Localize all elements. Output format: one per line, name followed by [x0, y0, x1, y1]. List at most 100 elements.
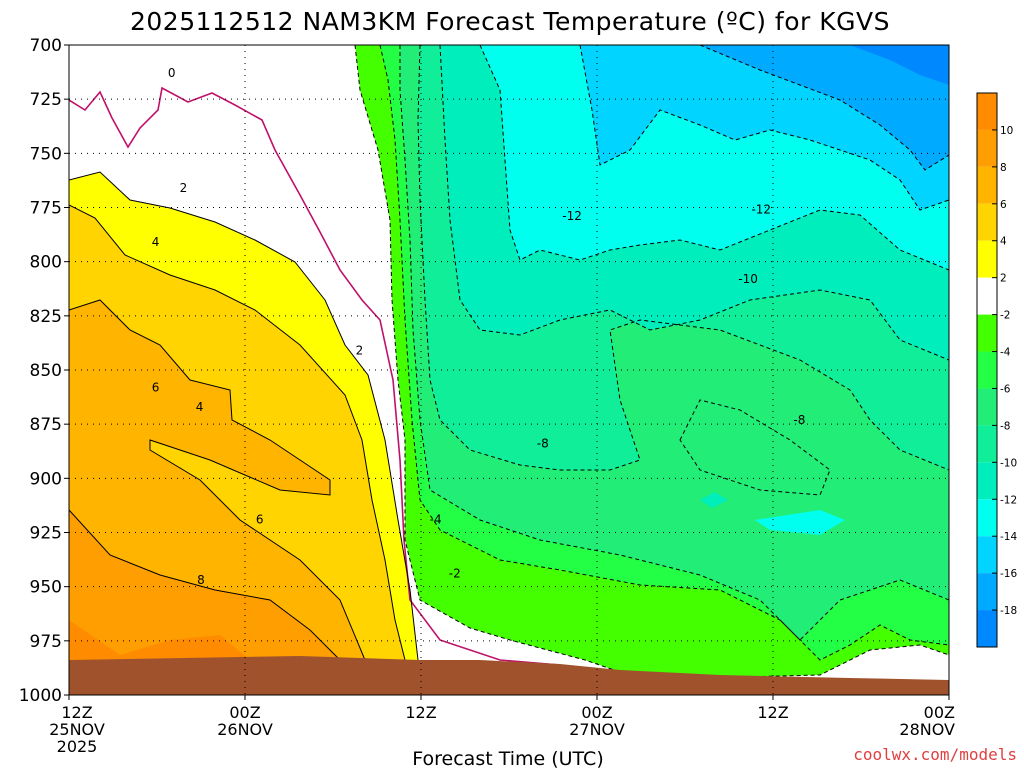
- contour-label: 6: [152, 380, 160, 394]
- contour-label: -4: [430, 513, 442, 527]
- colorbar-swatch: [977, 388, 997, 426]
- contour-label: 4: [152, 235, 160, 249]
- contour-minus12c: [479, 45, 949, 271]
- contour-label: -12: [562, 209, 582, 223]
- colorbar-label: 6: [1000, 199, 1007, 211]
- contour-label: -12: [751, 203, 771, 217]
- contour-label: 0: [168, 66, 176, 80]
- y-tick-label: 900: [30, 469, 62, 489]
- x-tick-label: 00Z: [229, 703, 260, 722]
- contour-6c: [69, 299, 366, 661]
- contour-minus8c: [417, 45, 949, 471]
- band-cold-m16-m18: [700, 45, 949, 170]
- cold-pocket-small: [700, 492, 728, 508]
- x-tick-label: 00Z: [581, 703, 612, 722]
- x-tick-label: 27NOV: [569, 720, 625, 739]
- contour-minus6c: [399, 45, 949, 641]
- grid: [69, 45, 949, 695]
- x-tick-label: 00Z: [924, 703, 955, 722]
- colorbar-swatch: [977, 573, 997, 611]
- colorbar-frame: [976, 92, 998, 648]
- colorbar-label: -18: [1000, 605, 1017, 617]
- credit-text: coolwx.com/models: [853, 745, 1017, 764]
- colorbar-swatch: [977, 277, 997, 315]
- x-axis-label: Forecast Time (UTC): [412, 748, 603, 768]
- band-warm-6-8: [69, 510, 340, 660]
- colorbar-swatch: [977, 425, 997, 463]
- contour-8c: [69, 509, 341, 661]
- colorbar-label: -10: [1000, 457, 1017, 469]
- y-tick-label: 975: [30, 632, 62, 652]
- y-tick-label: 925: [30, 524, 62, 544]
- colorbar-swatch: [977, 610, 997, 647]
- contour-4c: [69, 204, 406, 661]
- y-tick-label: 700: [30, 36, 62, 56]
- y-axis: 700 725 750 775 800 825 850 875 900 925 950 975 1000: [19, 36, 69, 706]
- y-tick-label: 725: [30, 90, 62, 110]
- y-tick-label: 950: [30, 578, 62, 598]
- contour-minus2c: [354, 45, 949, 679]
- colorbar-swatch: [977, 499, 997, 537]
- contour-minus14c: [579, 45, 949, 211]
- x-tick-label: 2025: [57, 737, 98, 756]
- contour-label: -10: [738, 272, 758, 286]
- colorbar-swatch: [977, 129, 997, 167]
- contour-minus8c-island: [679, 399, 831, 496]
- contour-0c: [69, 86, 561, 666]
- colorbar-swatch: [977, 314, 997, 352]
- colorbar-label: 2: [1000, 273, 1007, 285]
- colorbar-label: -6: [1000, 383, 1011, 395]
- plot-area: [69, 45, 949, 695]
- band-warm-8-10: [69, 620, 250, 660]
- chart-title: 2025112512 NAM3KM Forecast Temperature (…: [130, 7, 890, 36]
- ground-fill: [69, 656, 949, 695]
- contour-label: 2: [356, 344, 364, 358]
- contour-label: 4: [196, 400, 204, 414]
- contour-label: 8: [197, 573, 205, 587]
- colorbar-swatch: [977, 203, 997, 241]
- colorbar-swatch: [977, 166, 997, 204]
- band-cold-m18: [850, 45, 949, 85]
- x-tick-label: 12Z: [61, 703, 92, 722]
- colorbar-label: 4: [1000, 236, 1007, 248]
- y-tick-label: 825: [30, 307, 62, 327]
- colorbar-label: -4: [1000, 347, 1011, 359]
- contour-minus10c: [439, 45, 949, 361]
- x-tick-label: 25NOV: [49, 720, 105, 739]
- colorbar-swatch: [977, 462, 997, 500]
- x-tick-label: 28NOV: [899, 720, 955, 739]
- y-tick-label: 875: [30, 415, 62, 435]
- cold-pocket: [755, 510, 845, 535]
- colorbar-label: -16: [1000, 568, 1017, 580]
- colorbar-label: 8: [1000, 162, 1007, 174]
- contour-labels: 0 2 4 6 4 2 6 8 -4 -2 -8 -12 -12 -10 -8: [152, 66, 806, 587]
- contour-label: 2: [180, 181, 188, 195]
- colorbar-label: -2: [1000, 310, 1010, 322]
- colorbar-swatch: [977, 536, 997, 574]
- contour-2c: [69, 171, 419, 661]
- contour-label: -2: [449, 567, 461, 581]
- contour-label: -8: [793, 413, 805, 427]
- colorbar: 10 8 6 4 2 -2 -4 -6 -8 -10 -12 -14 -16 -18: [976, 92, 1017, 648]
- y-tick-label: 1000: [19, 686, 62, 706]
- colorbar-label: -14: [1000, 531, 1017, 543]
- colorbar-label: 10: [1000, 125, 1013, 137]
- y-tick-label: 775: [30, 199, 62, 219]
- x-tick-label: 26NOV: [217, 720, 273, 739]
- contour-minus16c: [699, 45, 949, 171]
- colorbar-label: -8: [1000, 420, 1010, 432]
- x-tick-label: 12Z: [757, 703, 788, 722]
- contour-minus4c: [379, 45, 949, 661]
- contour-label: -8: [537, 437, 549, 451]
- colorbar-swatch: [977, 351, 997, 389]
- contour-label: 6: [256, 513, 264, 527]
- y-tick-label: 850: [30, 361, 62, 381]
- colorbar-swatch: [977, 240, 997, 278]
- y-tick-label: 800: [30, 253, 62, 273]
- x-tick-label: 12Z: [405, 703, 436, 722]
- colorbar-label: -12: [1000, 494, 1017, 506]
- y-tick-label: 750: [30, 144, 62, 164]
- colorbar-swatch: [977, 93, 997, 130]
